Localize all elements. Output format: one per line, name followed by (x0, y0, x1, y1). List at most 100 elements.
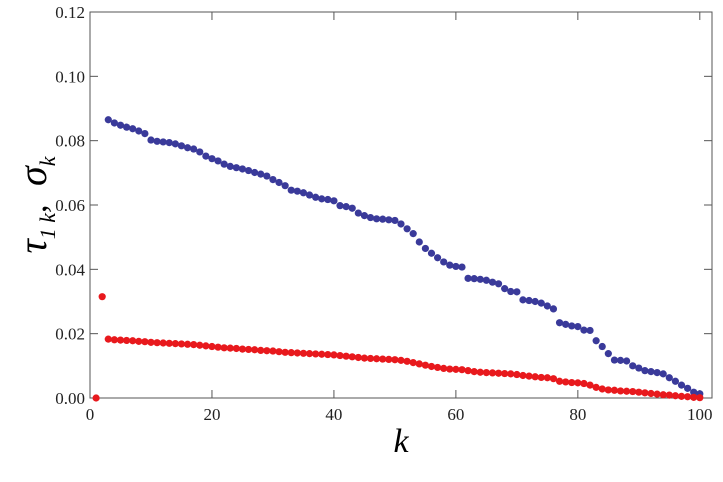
data-point (116, 121, 125, 129)
plot-frame (89, 11, 713, 399)
data-point (354, 353, 362, 362)
data-point (610, 386, 619, 394)
data-point (501, 285, 509, 293)
data-point (635, 364, 643, 372)
data-point (244, 345, 253, 354)
data-point (616, 356, 625, 364)
data-point (513, 288, 521, 296)
y-axis-title-tau-sub: 1 k (35, 212, 60, 240)
data-point (653, 390, 661, 398)
x-tick-label: 0 (86, 405, 95, 424)
data-point (257, 170, 265, 178)
data-point (196, 148, 204, 156)
y-axis-title-sigma: σ (10, 165, 55, 186)
data-point (421, 361, 429, 369)
y-tick-label: 0.04 (55, 260, 85, 279)
data-point (275, 178, 283, 187)
data-point (415, 360, 423, 368)
data-point (598, 342, 606, 351)
data-point (342, 352, 350, 360)
data-point (458, 366, 466, 374)
data-point (232, 164, 240, 172)
data-point (232, 344, 240, 353)
data-point (177, 340, 186, 348)
data-point (269, 347, 277, 355)
data-point (452, 365, 460, 373)
data-point (348, 353, 356, 361)
data-point (385, 355, 393, 363)
data-point (281, 182, 289, 190)
data-point (110, 119, 118, 127)
data-point (446, 365, 454, 373)
data-point (604, 386, 612, 394)
data-point (287, 349, 295, 357)
data-point (440, 258, 448, 266)
data-point (568, 322, 576, 330)
data-point (665, 374, 673, 382)
data-point (287, 186, 295, 194)
data-point (208, 342, 216, 351)
data-point (183, 144, 192, 152)
data-point (360, 212, 369, 220)
data-point (641, 389, 649, 397)
data-point (555, 377, 564, 385)
data-point (488, 278, 497, 286)
data-point (629, 362, 637, 370)
data-point (116, 336, 125, 344)
data-point (427, 362, 436, 371)
data-point (684, 393, 692, 401)
y-axis-title: τ1 k, σk (10, 155, 60, 253)
data-point (549, 305, 558, 313)
data-point (92, 394, 100, 402)
data-point (598, 385, 606, 393)
data-point (275, 348, 283, 356)
data-point (671, 377, 680, 385)
data-point (525, 372, 533, 380)
data-point (129, 337, 137, 345)
data-point (141, 129, 149, 138)
data-point (507, 370, 515, 378)
data-point (98, 293, 106, 301)
y-tick-label: 0.08 (55, 132, 85, 151)
data-point (677, 392, 686, 400)
data-point (647, 368, 655, 376)
data-point (421, 244, 429, 253)
data-point (391, 216, 399, 225)
data-point (147, 136, 155, 144)
data-point (501, 369, 509, 378)
data-point (543, 374, 551, 382)
y-axis-title-sigma-sub: k (35, 155, 60, 166)
data-point (129, 125, 137, 133)
data-point (336, 351, 344, 360)
series-0 (104, 116, 704, 398)
data-point (403, 357, 411, 365)
y-axis-title-sep: , (17, 204, 54, 213)
data-point (122, 336, 131, 345)
y-tick-label: 0.10 (55, 67, 85, 86)
data-point (397, 356, 405, 364)
data-point (543, 302, 551, 310)
data-point (659, 370, 667, 378)
data-point (190, 145, 198, 153)
data-point (305, 350, 314, 358)
data-point (659, 391, 667, 399)
data-point (635, 388, 643, 396)
data-point (531, 297, 539, 306)
data-point (537, 373, 545, 382)
data-point (494, 280, 503, 288)
data-point (281, 348, 289, 356)
data-point (263, 347, 271, 355)
data-point (537, 299, 545, 307)
data-point (385, 216, 393, 224)
data-point (257, 346, 265, 354)
data-point (379, 355, 387, 363)
data-point (482, 276, 490, 284)
data-point (342, 203, 350, 211)
data-point (110, 336, 118, 344)
data-point (177, 142, 186, 150)
data-point (574, 379, 582, 387)
data-point (690, 388, 698, 396)
data-point (251, 168, 259, 177)
x-tick-label: 60 (447, 405, 464, 424)
